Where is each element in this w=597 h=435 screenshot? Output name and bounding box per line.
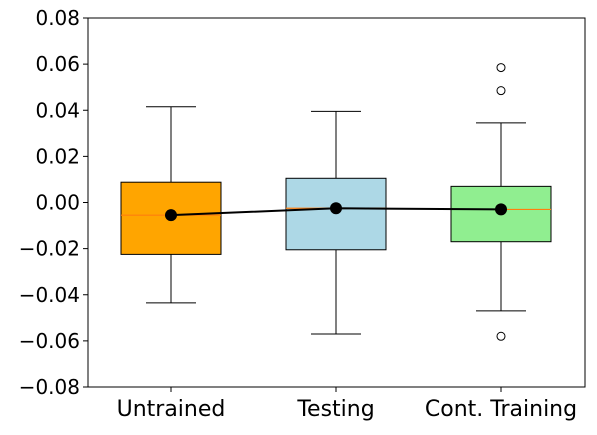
x-axis: Untrained Testing Cont. Training bbox=[117, 387, 577, 422]
outlier-point bbox=[496, 63, 506, 73]
y-tick-label: 0.06 bbox=[35, 52, 80, 76]
y-tick-label: −0.06 bbox=[19, 329, 80, 353]
mean-marker bbox=[495, 203, 507, 216]
y-tick-label: 0.08 bbox=[35, 6, 80, 30]
box-group-1 bbox=[285, 110, 387, 335]
outlier-point bbox=[496, 86, 506, 96]
y-tick-label: −0.08 bbox=[19, 375, 80, 399]
mean-marker bbox=[330, 202, 342, 215]
box-group-2 bbox=[450, 63, 552, 341]
y-tick-label: −0.04 bbox=[19, 283, 80, 307]
boxes-layer bbox=[120, 63, 552, 341]
x-tick-label: Testing bbox=[296, 397, 374, 422]
y-axis: −0.08 −0.06 −0.04 −0.02 0.00 0.02 0.04 0.06 0.08 bbox=[19, 6, 88, 399]
mean-marker bbox=[165, 209, 177, 222]
mean-layer bbox=[165, 202, 507, 222]
y-tick-label: 0.00 bbox=[35, 191, 80, 215]
outlier-point bbox=[496, 331, 506, 341]
x-tick-label: Cont. Training bbox=[425, 397, 577, 422]
y-tick-label: 0.02 bbox=[35, 144, 80, 168]
box-group-0 bbox=[120, 106, 222, 304]
x-tick-label: Untrained bbox=[117, 397, 226, 422]
y-tick-label: −0.02 bbox=[19, 237, 80, 261]
y-tick-label: 0.04 bbox=[35, 98, 80, 122]
